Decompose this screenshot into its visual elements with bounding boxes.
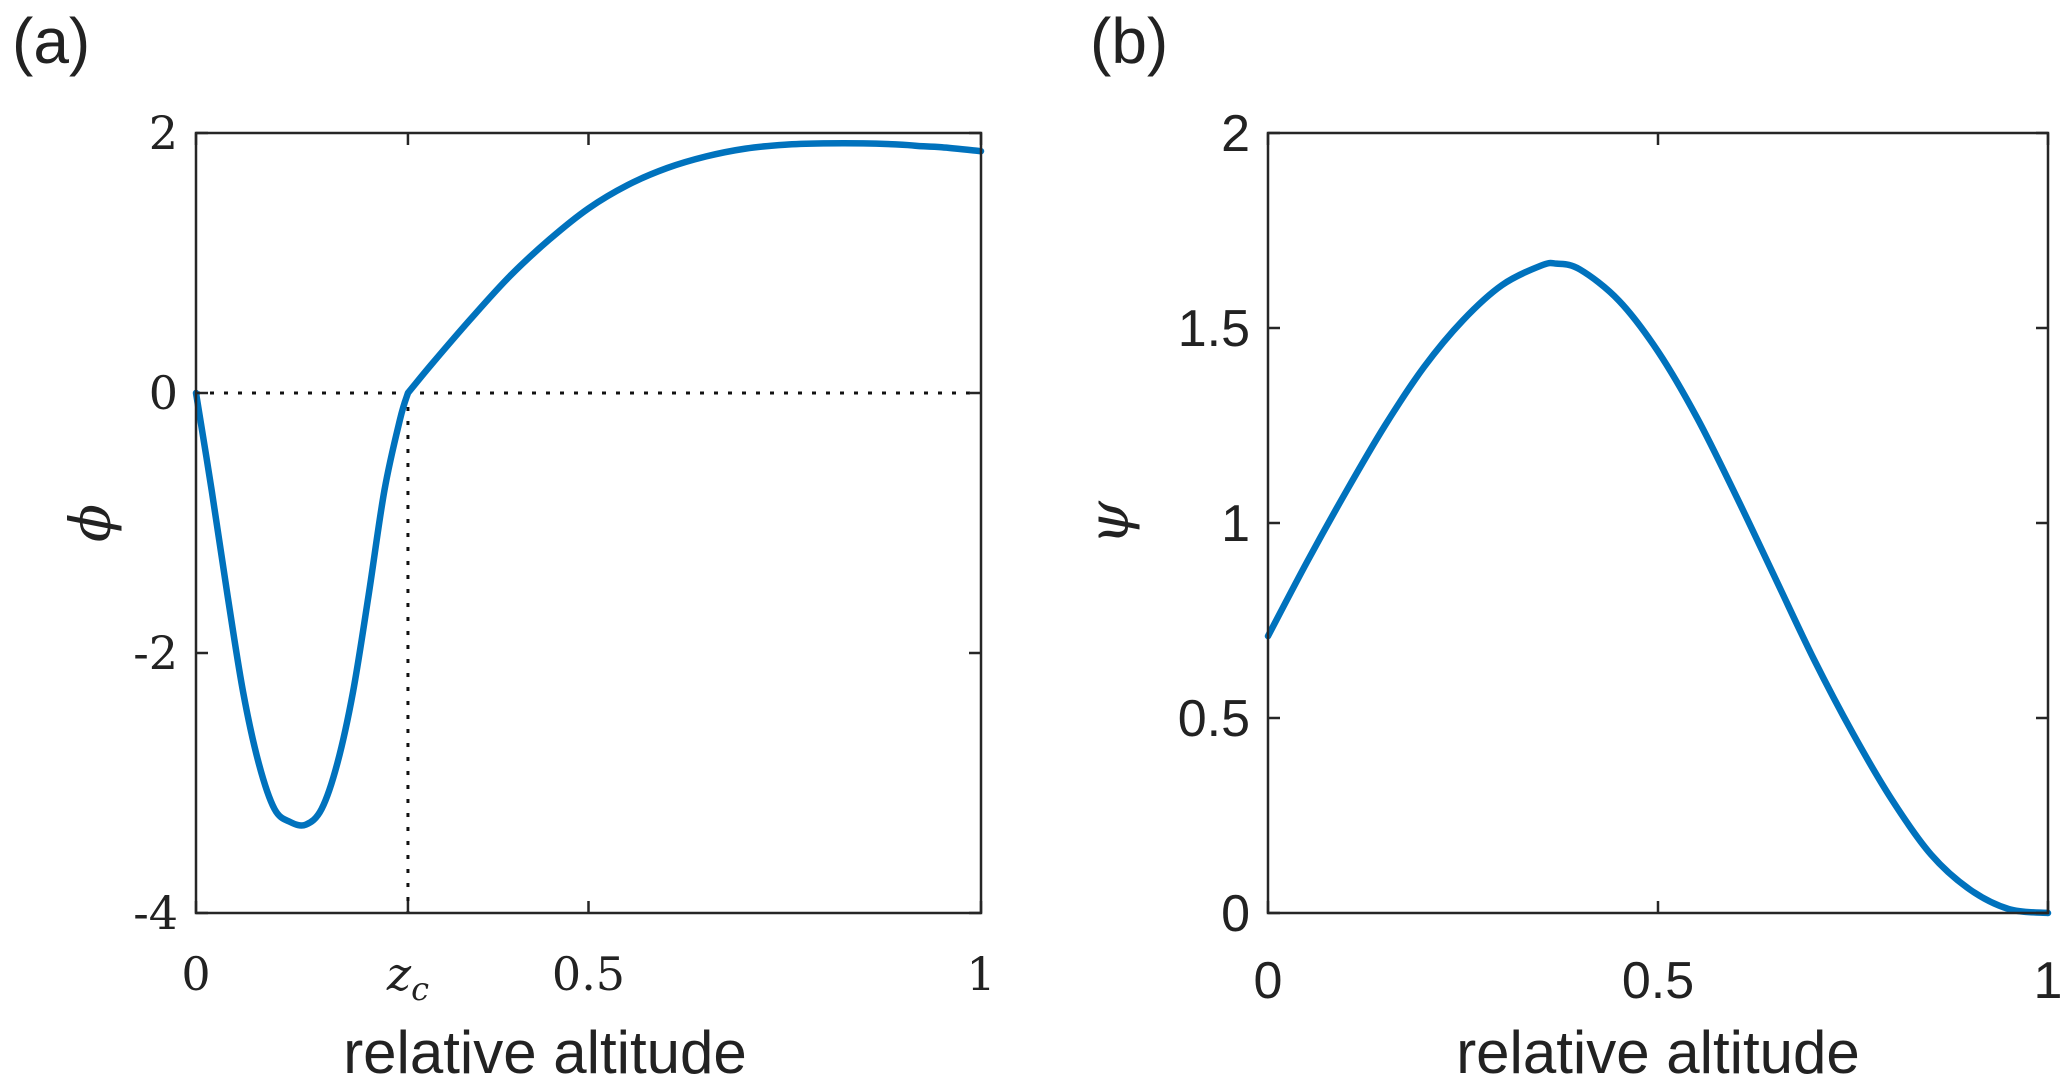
y-tick-label: 0 xyxy=(149,366,178,420)
y-axis-label-b: ψ xyxy=(1077,500,1142,545)
panel-a: (a) -4 -2 0 2 0 zc 0.5 1 relative altitu… xyxy=(12,5,996,1086)
x-axis-label-a: relative altitude xyxy=(343,1019,747,1086)
x-tick-label: 0 xyxy=(181,947,210,1001)
x-tick-label: 0.5 xyxy=(552,947,625,1001)
panel-label-b: (b) xyxy=(1090,5,1168,77)
phi-series-line xyxy=(192,139,985,829)
x-tick-label: 0.5 xyxy=(1622,952,1694,1010)
psi-series-line xyxy=(1264,259,2052,917)
x-tick-label-zc: zc xyxy=(386,947,429,1008)
panel-label-a: (a) xyxy=(12,5,90,77)
axes-box-a xyxy=(194,131,983,915)
y-tick-label: -4 xyxy=(133,886,178,940)
y-tick-label: 2 xyxy=(1221,105,1250,163)
x-tick-label: 1 xyxy=(966,947,995,1001)
x-axis-label-b: relative altitude xyxy=(1456,1019,1860,1086)
x-tick-label: 0 xyxy=(1254,952,1283,1010)
zc-reference-lines xyxy=(196,391,981,913)
y-tick-label: 1 xyxy=(1221,495,1250,553)
tick-marks-b xyxy=(1266,131,2050,915)
y-tick-label: -2 xyxy=(133,626,178,680)
axes-box-b xyxy=(1266,131,2050,915)
y-tick-label: 0 xyxy=(1221,885,1250,943)
zc-symbol: z xyxy=(386,947,412,1001)
zc-subscript: c xyxy=(411,970,429,1008)
y-tick-label: 1.5 xyxy=(1178,300,1250,358)
y-axis-label-a: ϕ xyxy=(59,504,124,542)
y-tick-label: 0.5 xyxy=(1178,690,1250,748)
tick-marks-a xyxy=(194,131,983,915)
panel-b: (b) 0 0.5 1 1.5 2 0 0.5 1 relative altit… xyxy=(1077,5,2062,1086)
y-tick-label: 2 xyxy=(149,106,178,160)
x-tick-label: 1 xyxy=(2034,952,2063,1010)
